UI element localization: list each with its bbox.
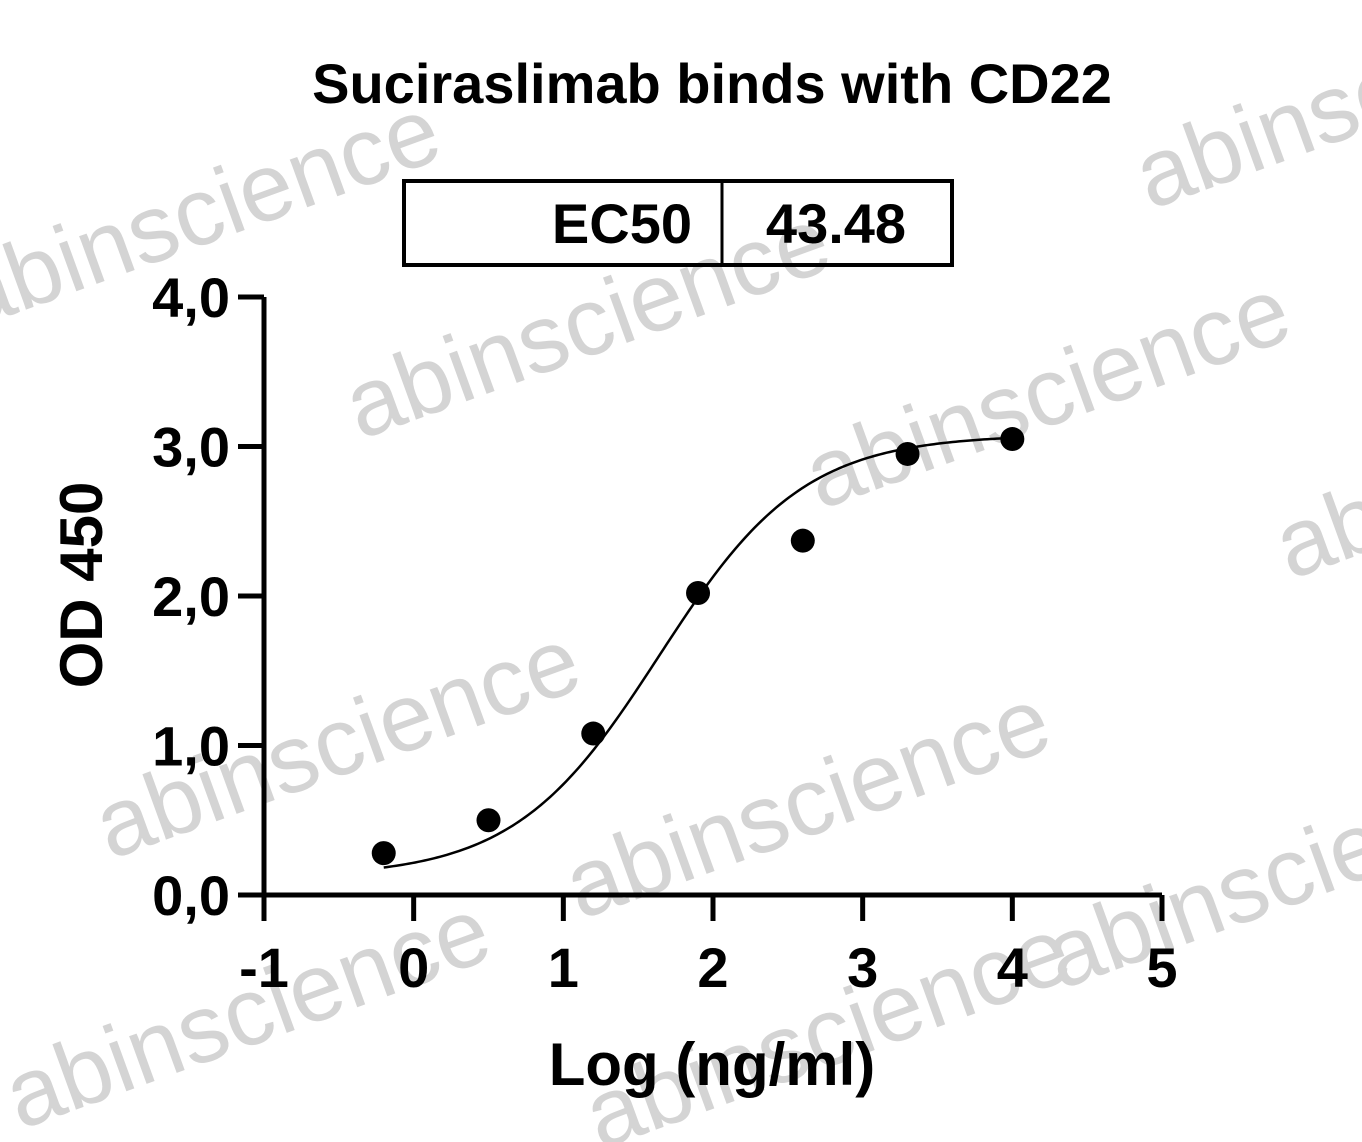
data-point [790,528,815,553]
y-tick-label: 1,0 [152,715,230,778]
data-point [371,841,396,866]
x-axis-label: Log (ng/ml) [549,1031,876,1098]
x-tick-label: -1 [239,936,289,999]
watermark-text: abinscience [791,256,1304,530]
data-point [1000,427,1025,452]
watermark-text: abinscience [571,896,1084,1142]
chart-title: Suciraslimab binds with CD22 [312,52,1112,115]
y-tick-label: 4,0 [152,266,230,329]
data-points-layer [371,427,1025,866]
axes: 0,0 1,0 2,0 3,0 4,0 -1 0 1 2 3 4 5 [152,266,1177,999]
x-tick-label: 2 [697,936,728,999]
ec50-table: EC50 43.48 [402,179,954,267]
x-tick-label: 3 [847,936,878,999]
x-tick-label: 0 [398,936,429,999]
data-point [686,581,711,606]
ec50-value: 43.48 [766,192,906,255]
data-point [895,441,920,466]
data-point [476,808,501,833]
watermark-text: abinscience [1121,0,1362,230]
x-tick-label: 1 [548,936,579,999]
y-tick-label: 2,0 [152,565,230,628]
watermark-text: abinscience [1031,736,1362,1010]
watermark-text: abinscience [0,876,504,1142]
x-tick-label: 4 [997,936,1028,999]
watermark-text: abinscience [1261,326,1362,600]
data-point [581,721,606,746]
ec50-label: EC50 [552,192,692,255]
y-axis-label: OD 450 [48,482,115,689]
ec50-table-border [402,179,954,267]
y-tick-label: 0,0 [152,864,230,927]
watermark-text: abinscience [551,666,1064,940]
y-tick-label: 3,0 [152,416,230,479]
x-tick-label: 5 [1146,936,1177,999]
